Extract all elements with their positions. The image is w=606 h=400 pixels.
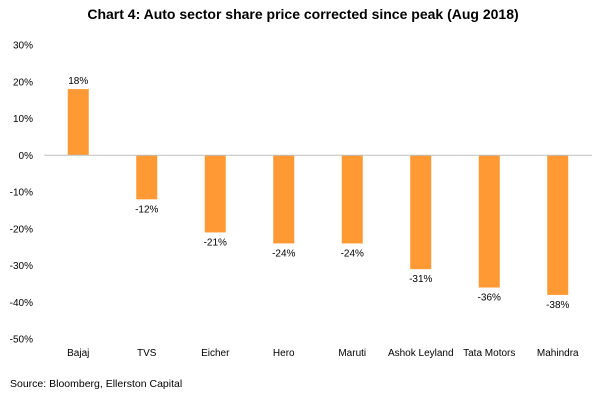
- x-axis: Bajaj TVS Eicher Hero Maruti Ashok Leyland Tat…: [44, 154, 592, 359]
- x-tick-label: Tata Motors: [463, 348, 515, 359]
- y-tick-label: 10%: [13, 114, 33, 125]
- data-label: -12%: [135, 204, 158, 215]
- bar-ashok-leyland: [410, 155, 432, 270]
- data-label: -24%: [341, 248, 364, 259]
- x-tick-label: Bajaj: [67, 348, 89, 359]
- source-note: Source: Bloomberg, Ellerston Capital: [10, 378, 183, 390]
- y-tick-label: -40%: [10, 298, 33, 309]
- x-tick-label: TVS: [137, 348, 157, 359]
- y-tick-label: 30%: [13, 41, 33, 52]
- bar-eicher: [204, 155, 226, 233]
- data-label: -36%: [478, 293, 501, 304]
- bar-tata-motors: [478, 155, 500, 288]
- bar-mahindra: [547, 155, 569, 295]
- y-tick-label: -10%: [10, 188, 33, 199]
- data-label: -38%: [546, 300, 569, 311]
- y-tick-label: -50%: [10, 335, 33, 346]
- x-tick-label: Ashok Leyland: [388, 348, 454, 359]
- x-tick-label: Eicher: [201, 348, 230, 359]
- x-tick-label: Hero: [273, 348, 295, 359]
- data-label: -31%: [409, 274, 432, 285]
- bar-bajaj: [67, 89, 89, 156]
- x-tick-label: Maruti: [338, 348, 366, 359]
- data-label: -24%: [272, 248, 295, 259]
- bar-maruti: [341, 155, 363, 244]
- y-tick-label: -30%: [10, 261, 33, 272]
- y-axis: 30% 20% 10% 0% -10% -20% -30% -40% -50%: [10, 41, 33, 346]
- data-label: 18%: [68, 76, 88, 87]
- chart-title: Chart 4: Auto sector share price correct…: [87, 6, 519, 22]
- bar-hero: [273, 155, 295, 244]
- y-tick-label: -20%: [10, 224, 33, 235]
- data-label: -21%: [204, 237, 227, 248]
- bars: 18% -12% -21% -24% -24% -31% -36% -38%: [67, 76, 570, 311]
- bar-tvs: [136, 155, 158, 200]
- y-tick-label: 0%: [19, 151, 34, 162]
- x-tick-label: Mahindra: [537, 348, 579, 359]
- y-tick-label: 20%: [13, 77, 33, 88]
